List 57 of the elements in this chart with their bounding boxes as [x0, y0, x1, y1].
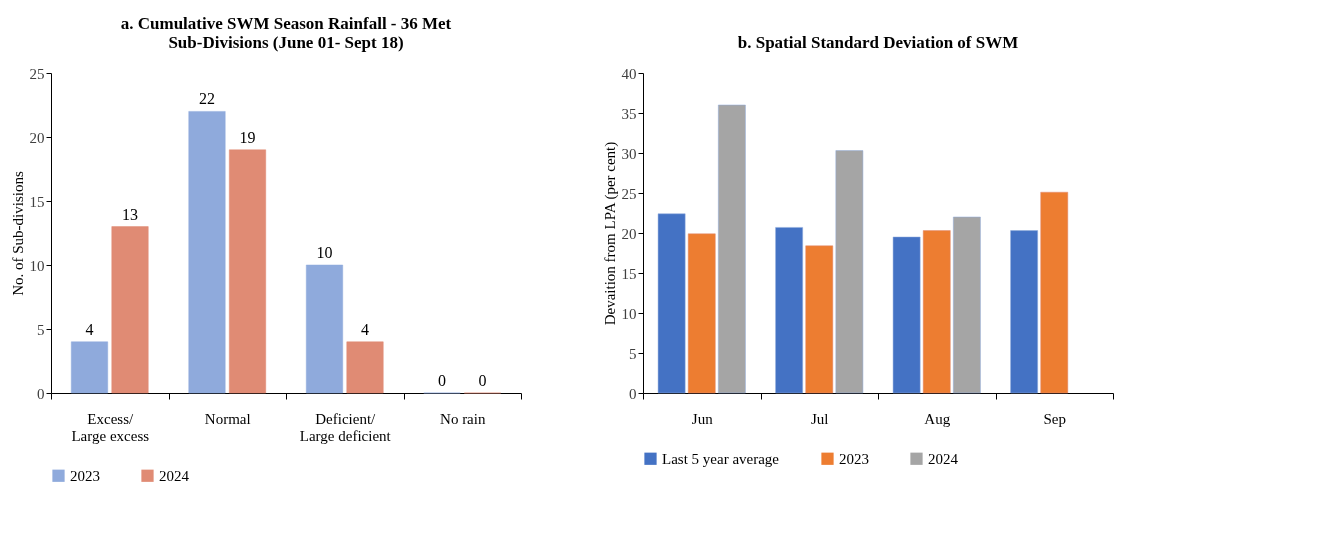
x-tick-label: Normal	[204, 410, 251, 427]
y-tick-label: 20	[29, 129, 45, 146]
y-tick-label: 35	[621, 105, 637, 122]
y-tick-label: 5	[37, 321, 45, 338]
bar	[1040, 191, 1069, 394]
data-label: 0	[478, 372, 487, 389]
data-label: 4	[361, 320, 370, 338]
bar	[346, 341, 384, 394]
x-tick-label: Excess/ Large excess	[71, 410, 150, 444]
y-tick-label: 40	[621, 65, 637, 82]
legend-label: 2023	[839, 450, 869, 467]
data-label: 0	[437, 372, 446, 389]
y-tick-label: 15	[621, 265, 637, 282]
legend-label: 2024	[928, 450, 959, 467]
data-label: 10	[316, 244, 333, 261]
y-tick-label: 25	[29, 65, 45, 82]
data-label: 22	[198, 90, 215, 108]
x-tick-label: No rain	[440, 410, 486, 427]
bar	[111, 226, 149, 394]
data-label: 13	[122, 205, 139, 223]
y-axis-title: Devaition from LPA (per cent)	[601, 141, 619, 326]
y-tick-label: 25	[621, 185, 637, 202]
data-label: 19	[239, 128, 256, 146]
bar	[718, 104, 746, 394]
data-label: 4	[85, 320, 94, 338]
bar	[892, 236, 921, 394]
x-tick-label: Jul	[810, 410, 829, 427]
y-tick-label: 0	[37, 385, 45, 402]
bar	[229, 149, 266, 394]
y-tick-label: 20	[621, 225, 637, 242]
bar	[835, 150, 864, 394]
bar	[188, 111, 226, 394]
bar	[71, 341, 108, 394]
y-tick-label: 10	[621, 305, 637, 322]
bar	[1010, 230, 1038, 394]
x-tick-label: Sep	[1043, 410, 1066, 427]
bar	[657, 213, 686, 394]
y-tick-label: 10	[29, 257, 45, 274]
y-tick-label: 30	[621, 145, 637, 162]
bar	[805, 245, 834, 394]
bar	[306, 264, 343, 394]
bar	[922, 230, 951, 394]
bar	[687, 233, 716, 394]
y-tick-label: 0	[629, 385, 637, 402]
y-axis-title: No. of Sub-divisions	[9, 171, 26, 296]
x-tick-label: Deficient/ Large deficient	[299, 410, 392, 444]
x-tick-label: Aug	[924, 410, 951, 427]
chart-title: a. Cumulative SWM Season Rainfall - 36 Met Sub-Divisions (June 01- Sept 18)	[120, 14, 452, 52]
legend-label: Last 5 year average	[662, 450, 780, 467]
y-tick-label: 15	[29, 193, 45, 210]
legend-label: 2023	[70, 467, 100, 484]
y-tick-label: 5	[629, 345, 637, 362]
chart-title: b. Spatial Standard Deviation of SWM	[737, 33, 1019, 52]
legend-label: 2024	[159, 467, 190, 484]
bar	[953, 216, 981, 394]
x-tick-label: Jun	[691, 410, 714, 427]
bar	[775, 227, 803, 394]
